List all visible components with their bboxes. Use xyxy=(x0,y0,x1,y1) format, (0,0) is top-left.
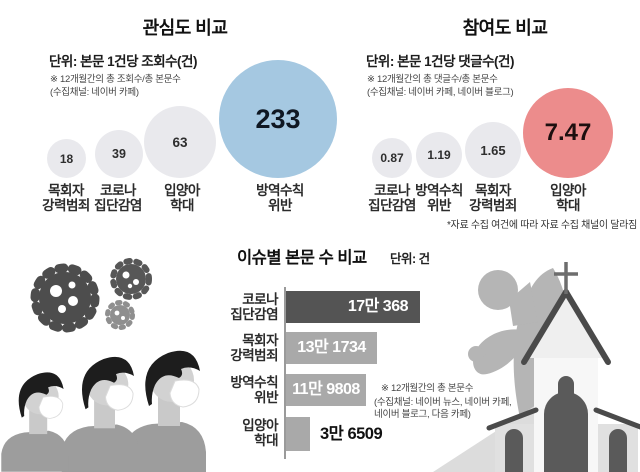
interest-label-pastor-crime: 목회자 강력범죄 xyxy=(42,183,90,213)
bar-value: 13만 1734 xyxy=(297,339,366,356)
bubble-value: 0.87 xyxy=(380,151,404,165)
interest-label-quarantine-violation: 방역수칙 위반 xyxy=(256,183,304,213)
bar-value: 17만 368 xyxy=(347,298,409,315)
interest-bubble-covid-cluster: 39 xyxy=(95,130,143,178)
bar-label-covid-cluster: 코로나 집단감염 xyxy=(230,292,278,322)
participation-label-pastor-crime: 목회자 강력범죄 xyxy=(469,183,517,213)
bar-label-pastor-crime: 목회자 강력범죄 xyxy=(230,333,278,363)
participation-label-quarantine-violation: 방역수칙 위반 xyxy=(415,183,463,213)
bar-label-quarantine-violation: 방역수칙 위반 xyxy=(230,375,278,405)
bar-chart-note-1: ※ 12개월간의 총 본문수 xyxy=(381,383,474,394)
praying-person-church-illustration xyxy=(433,262,640,472)
bar-adoptee-abuse xyxy=(286,417,310,451)
bar-quarantine-violation: 11만 9808 xyxy=(286,374,366,406)
bubble-value: 1.19 xyxy=(427,148,451,162)
bubble-value: 233 xyxy=(255,103,301,134)
participation-panel-title: 참여도 비교 xyxy=(462,18,548,38)
bubble-value: 63 xyxy=(172,134,188,150)
interest-note-1: ※ 12개월간의 총 조회수/총 본문수 xyxy=(50,74,181,85)
masked-person-middle xyxy=(61,356,141,472)
bar-chart-axis xyxy=(284,287,286,459)
bubble-value: 39 xyxy=(112,147,126,161)
participation-unit-label: 단위: 본문 1건당 댓글수(건) xyxy=(366,54,514,69)
bar-chart-title: 이슈별 본문 수 비교 xyxy=(237,249,367,267)
interest-bubble-adoptee-abuse: 63 xyxy=(144,106,216,178)
participation-label-adoptee-abuse: 입양아 학대 xyxy=(550,183,586,213)
coronavirus-icon-large xyxy=(30,263,100,333)
bar-chart-unit: 단위: 건 xyxy=(390,252,430,266)
interest-unit-label: 단위: 본문 1건당 조회수(건) xyxy=(49,54,197,69)
bubble-value: 1.65 xyxy=(480,142,506,158)
bubble-value: 7.47 xyxy=(544,119,592,146)
participation-bubble-pastor-crime: 1.65 xyxy=(465,122,521,178)
bar-chart-note-2: (수집채널: 네이버 뉴스, 네이버 카페, xyxy=(374,397,512,408)
church-left-window xyxy=(505,429,523,472)
participation-note-2: (수집채널: 네이버 카페, 네이버 블로그) xyxy=(367,87,514,98)
church-door xyxy=(544,392,588,472)
coronavirus-icon-medium xyxy=(110,258,152,300)
interest-note-2: (수집채널: 네이버 카페) xyxy=(50,87,139,98)
participation-label-covid-cluster: 코로나 집단감염 xyxy=(368,183,416,213)
bubble-value: 18 xyxy=(59,151,74,166)
bar-chart-note-3: 네이버 블로그, 다음 카페) xyxy=(374,409,471,420)
bar-covid-cluster: 17만 368 xyxy=(286,291,420,323)
participation-bubble-covid-cluster: 0.87 xyxy=(372,138,412,178)
interest-label-adoptee-abuse: 입양아 학대 xyxy=(164,183,200,213)
interest-label-covid-cluster: 코로나 집단감염 xyxy=(94,183,142,213)
coronavirus-icon-small xyxy=(105,300,135,330)
bar-pastor-crime: 13만 1734 xyxy=(286,332,377,364)
interest-bubble-pastor-crime: 18 xyxy=(47,139,86,178)
covid-masked-people-illustration xyxy=(0,258,207,472)
participation-footnote: *자료 수집 여건에 따라 자료 수집 채널이 달라짐 xyxy=(446,220,637,231)
bar-value-outside: 3만 6509 xyxy=(320,425,383,443)
interest-panel-title: 관심도 비교 xyxy=(142,18,228,38)
church-right-window xyxy=(609,429,627,472)
participation-bubble-adoptee-abuse: 7.47 xyxy=(523,88,613,178)
participation-note-1: ※ 12개월간의 총 댓글수/총 본문수 xyxy=(367,74,498,85)
participation-bubble-quarantine-violation: 1.19 xyxy=(416,132,462,178)
masked-person-left xyxy=(0,371,69,472)
church-illustration xyxy=(486,262,640,472)
interest-bubble-quarantine-violation: 233 xyxy=(219,60,337,178)
bar-label-adoptee-abuse: 입양아 학대 xyxy=(242,418,278,448)
bar-value: 11만 9808 xyxy=(292,381,360,398)
